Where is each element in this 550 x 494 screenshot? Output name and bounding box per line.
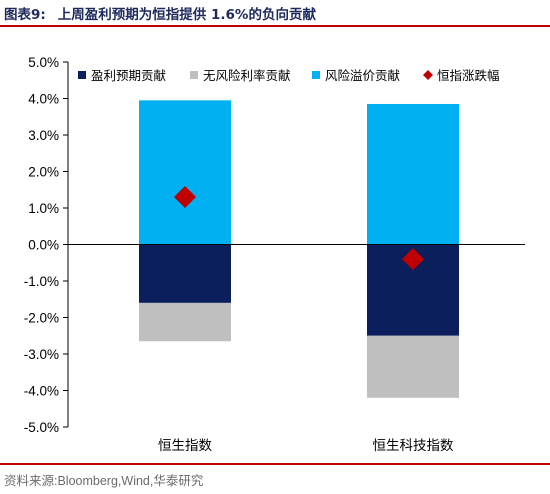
y-tick-label: -5.0% <box>24 420 59 435</box>
legend-label: 盈利预期贡献 <box>91 68 166 83</box>
index-change-markers <box>174 186 424 271</box>
legend-swatch <box>312 71 320 79</box>
premium-bar <box>139 100 231 245</box>
index-change-marker <box>174 186 196 209</box>
y-tick-label: 0.0% <box>28 238 59 253</box>
riskfree-bar <box>367 335 459 398</box>
index-change-marker <box>402 248 424 271</box>
y-tick-label: -2.0% <box>24 311 59 326</box>
bars <box>139 100 459 398</box>
legend-swatch <box>190 71 198 79</box>
x-category-label: 恒生指数 <box>158 438 212 454</box>
y-tick-label: 5.0% <box>28 55 59 70</box>
y-axis: 5.0% 4.0% 3.0% 2.0% 1.0% 0.0% -1.0% -2.0% -3.0% -… <box>24 55 69 435</box>
legend-swatch-diamond <box>423 70 433 80</box>
legend-label: 无风险利率贡献 <box>203 68 291 83</box>
y-tick-label: -1.0% <box>24 274 59 289</box>
riskfree-bar <box>139 302 231 342</box>
chart-title: 图表9: 上周盈利预期为恒指提供 1.6%的负向贡献 <box>4 3 316 23</box>
y-tick-label: 2.0% <box>28 165 59 180</box>
x-category-label: 恒生科技指数 <box>373 438 454 454</box>
y-tick-label: 1.0% <box>28 201 59 216</box>
title-rule <box>0 25 550 27</box>
y-tick-label: -3.0% <box>24 347 59 362</box>
y-tick-label: 4.0% <box>28 92 59 107</box>
source-note: 资料来源:Bloomberg,Wind,华泰研究 <box>4 474 204 488</box>
premium-bar <box>367 103 459 245</box>
y-tick-label: -4.0% <box>24 384 59 399</box>
legend-label: 风险溢价贡献 <box>325 68 400 83</box>
figure-label: 图表9: <box>4 7 46 23</box>
footer-rule <box>0 463 550 465</box>
legend-label: 恒指涨跌幅 <box>437 68 500 83</box>
legend: 盈利预期贡献 无风险利率贡献 风险溢价贡献 恒指涨跌幅 <box>78 68 500 83</box>
legend-swatch <box>78 71 86 79</box>
title-text: 上周盈利预期为恒指提供 1.6%的负向贡献 <box>57 7 316 23</box>
earnings-bar <box>139 244 231 303</box>
y-tick-label: 3.0% <box>28 128 59 143</box>
x-axis-categories: 恒生指数 恒生科技指数 <box>158 438 454 454</box>
